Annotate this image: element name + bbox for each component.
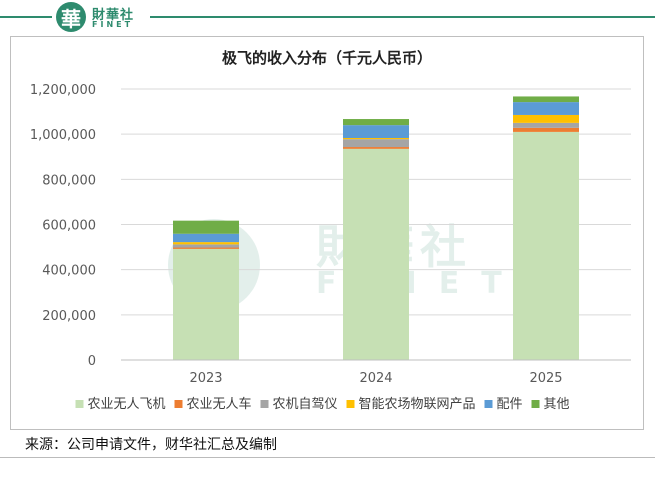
bar-segment [173,247,239,249]
bar-segment [173,244,239,248]
x-tick-label: 2023 [189,371,222,386]
bar-segment [513,131,579,360]
bar-segment [343,139,409,148]
x-tick-label: 2025 [529,371,562,386]
bar-stacks [173,96,579,360]
legend-label: 配件 [497,397,523,412]
legend-item: 农业无人飞机 [75,397,166,412]
bar-segment [513,122,579,128]
x-tick-label: 2024 [359,371,392,386]
bar-segment [343,138,409,140]
bar-segment [173,248,239,360]
brand-name-cn: 財華社 [92,8,135,23]
y-axis-tick-labels: 0 200,000 400,000 600,000 800,000 1,000,000 1,… [30,83,96,369]
header-bar: 華 財華社 FINET [0,0,655,34]
source-note: 来源：公司申请文件，财华社汇总及编制 [25,437,277,453]
bar-segment [513,96,579,103]
bar-segment [173,242,239,245]
chart-frame: 華 財華社 FINET 极飞的收入分布（千元人民币） 0200,000400,0… [10,36,644,430]
bar-segment [343,125,409,139]
legend-swatch [75,400,84,408]
legend-item: 其他 [531,397,570,412]
legend-item: 农业无人车 [174,396,252,412]
y-tick-label: 0 [88,354,96,369]
finet-logo-icon: 華 [56,2,86,32]
x-axis-tick-labels: 2023 2024 2025 [189,371,562,386]
y-tick-label: 800,000 [42,173,96,188]
chart-legend: 农业无人飞机 农业无人车 农机自驾仪 智能农场物联网产品 配件 其他 [75,396,570,412]
legend-label: 其他 [544,397,570,412]
y-tick-label: 1,000,000 [30,128,96,143]
bar-segment [343,147,409,149]
bar-segment [343,119,409,126]
legend-swatch [174,400,183,408]
y-tick-label: 600,000 [42,219,96,234]
legend-swatch [346,400,355,408]
chart-title: 极飞的收入分布（千元人民币） [222,49,432,67]
bar-segment [513,114,579,123]
legend-item: 农机自驾仪 [260,397,338,412]
brand-name-en: FINET [92,20,134,29]
bar-segment [513,102,579,115]
header-divider-left [0,16,52,18]
y-tick-label: 1,200,000 [30,83,96,98]
legend-swatch [484,400,493,408]
y-tick-label: 200,000 [42,309,96,324]
bar-segment [343,148,409,360]
bar-segment [513,127,579,132]
legend-item: 智能农场物联网产品 [346,397,476,412]
legend-item: 配件 [484,397,523,412]
y-tick-label: 400,000 [42,264,96,279]
legend-label: 农业无人飞机 [88,397,166,412]
bar-segment [173,220,239,234]
footer-divider [0,457,655,458]
header-divider-right [150,16,655,18]
bar-segment [173,233,239,243]
revenue-chart: 華 財華社 FINET 极飞的收入分布（千元人民币） 0200,000400,0… [30,49,631,412]
legend-label: 农机自驾仪 [273,397,338,412]
legend-swatch [260,400,269,408]
legend-swatch [531,400,540,408]
legend-label: 农业无人车 [187,396,252,412]
legend-label: 智能农场物联网产品 [359,397,476,412]
